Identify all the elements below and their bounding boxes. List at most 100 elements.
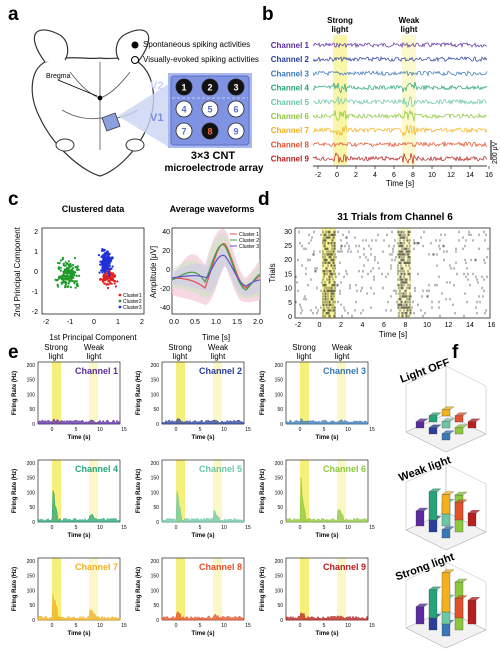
- c1-point: [108, 276, 111, 280]
- e-ylabel: Firing Rate (Hz): [260, 371, 266, 415]
- c1-point: [106, 250, 109, 253]
- e-weak-band: [337, 460, 346, 522]
- b-xlabel: Time [s]: [386, 179, 414, 188]
- f-bar: [454, 427, 464, 435]
- electrode-3: [227, 78, 245, 96]
- e-xtick: 0: [299, 427, 302, 433]
- e-ytick: 100: [151, 588, 160, 594]
- e-xtick: 5: [199, 623, 202, 629]
- c1-point: [60, 277, 63, 280]
- d-ytick: 0: [288, 314, 292, 321]
- scalebar-label: 200 μV: [492, 141, 499, 164]
- f-bar: [428, 589, 438, 619]
- c1-legend-item: Cluster1: [123, 293, 142, 299]
- e-weak-band: [213, 460, 222, 522]
- b-channel-label: Channel 3: [271, 69, 310, 78]
- c1-point: [57, 267, 61, 271]
- c2-xtick: 0.5: [190, 319, 200, 326]
- c2-legend-item: Cluster 2: [239, 238, 259, 244]
- c1-point: [69, 263, 72, 266]
- b-tick-label: 12: [447, 172, 455, 179]
- d-xtick: 14: [466, 322, 474, 329]
- c1-xtick: 2: [140, 319, 144, 326]
- f-bar: [415, 421, 425, 429]
- e-xlabel: Time (s): [68, 435, 91, 441]
- panel-d-raster: 31 Trials from Channel 6 -2 0 2 4 6 8 10 12 14 16…: [268, 212, 495, 339]
- e-strong-band: [176, 362, 185, 424]
- e-xtick: 0: [175, 623, 178, 629]
- d-xtick: -2: [295, 322, 301, 329]
- c1-point: [66, 285, 69, 288]
- c1-point: [103, 254, 106, 258]
- b-trace: [312, 140, 488, 148]
- c1-point: [103, 248, 106, 252]
- v1-label: V1: [150, 112, 164, 124]
- e-ytick: 0: [156, 618, 159, 624]
- c1-point: [63, 281, 66, 284]
- e-ytick: 50: [277, 505, 283, 511]
- e-xtick: 15: [245, 623, 251, 629]
- e-ytick: 0: [32, 618, 35, 624]
- c1-point: [107, 265, 110, 268]
- f-bar: [441, 572, 451, 613]
- e-xtick: 15: [121, 525, 127, 531]
- c2-xtick: 1.5: [232, 319, 242, 326]
- c1-point: [73, 272, 76, 275]
- array-caption-1: 3×3 CNT: [190, 150, 236, 162]
- c1-title: Clustered data: [62, 204, 126, 214]
- e-strong-band: [52, 460, 61, 522]
- c2-ytick: -20: [160, 286, 170, 293]
- e-ytick: 200: [275, 461, 284, 467]
- c1-xtick: 1: [116, 319, 120, 326]
- b-channel-label: Channel 4: [271, 84, 310, 93]
- c2-xtick: 1.0: [211, 319, 221, 326]
- panel-label-e: e: [8, 342, 19, 363]
- c1-point: [57, 276, 61, 279]
- c1-point: [62, 264, 65, 267]
- c1-point: [57, 285, 60, 288]
- e-xtick: 10: [345, 427, 351, 433]
- d-xtick: 2: [339, 322, 343, 329]
- e-weak-band: [89, 460, 98, 522]
- e-xtick: 5: [323, 427, 326, 433]
- c1-point: [59, 269, 62, 272]
- e-xtick: 0: [175, 525, 178, 531]
- e-xtick: 5: [199, 525, 202, 531]
- e-ytick: 150: [27, 476, 36, 482]
- d-ytick: 20: [284, 257, 292, 264]
- c1-point: [73, 282, 76, 285]
- e-ytick: 150: [151, 476, 160, 482]
- electrode-6: [227, 100, 245, 118]
- bregma-label: Bregma: [46, 73, 71, 80]
- c1-point: [72, 263, 75, 267]
- c1-point: [69, 286, 72, 289]
- c1-point: [104, 269, 107, 272]
- e-xtick: 0: [51, 427, 54, 433]
- e-ytick: 150: [275, 476, 284, 482]
- electrode-label: 2: [207, 83, 212, 93]
- left-ear: [33, 29, 69, 63]
- c1-point: [54, 278, 57, 281]
- e-weak-2: light: [87, 352, 102, 361]
- e-xtick: 10: [221, 623, 227, 629]
- c1-point: [103, 264, 106, 267]
- f-bar: [454, 415, 464, 423]
- e-ytick: 150: [275, 574, 284, 580]
- c1-point: [74, 286, 77, 289]
- f-bar: [467, 513, 477, 527]
- e-ytick: 50: [29, 407, 35, 413]
- array-caption-2: microelectrode array: [164, 163, 264, 174]
- d-ytick: 30: [284, 229, 292, 236]
- c1-xtick: -2: [43, 319, 49, 326]
- f-bar: [428, 491, 438, 521]
- e-weak-band: [213, 558, 222, 620]
- e-rate-trace: [285, 612, 369, 621]
- e-xtick: 0: [51, 623, 54, 629]
- b-trace: [312, 41, 488, 49]
- e-ytick: 200: [275, 363, 284, 369]
- e-weak-band: [89, 362, 98, 424]
- b-weak-1: Weak: [399, 16, 420, 25]
- e-ytick: 50: [277, 603, 283, 609]
- c1-point: [67, 260, 70, 263]
